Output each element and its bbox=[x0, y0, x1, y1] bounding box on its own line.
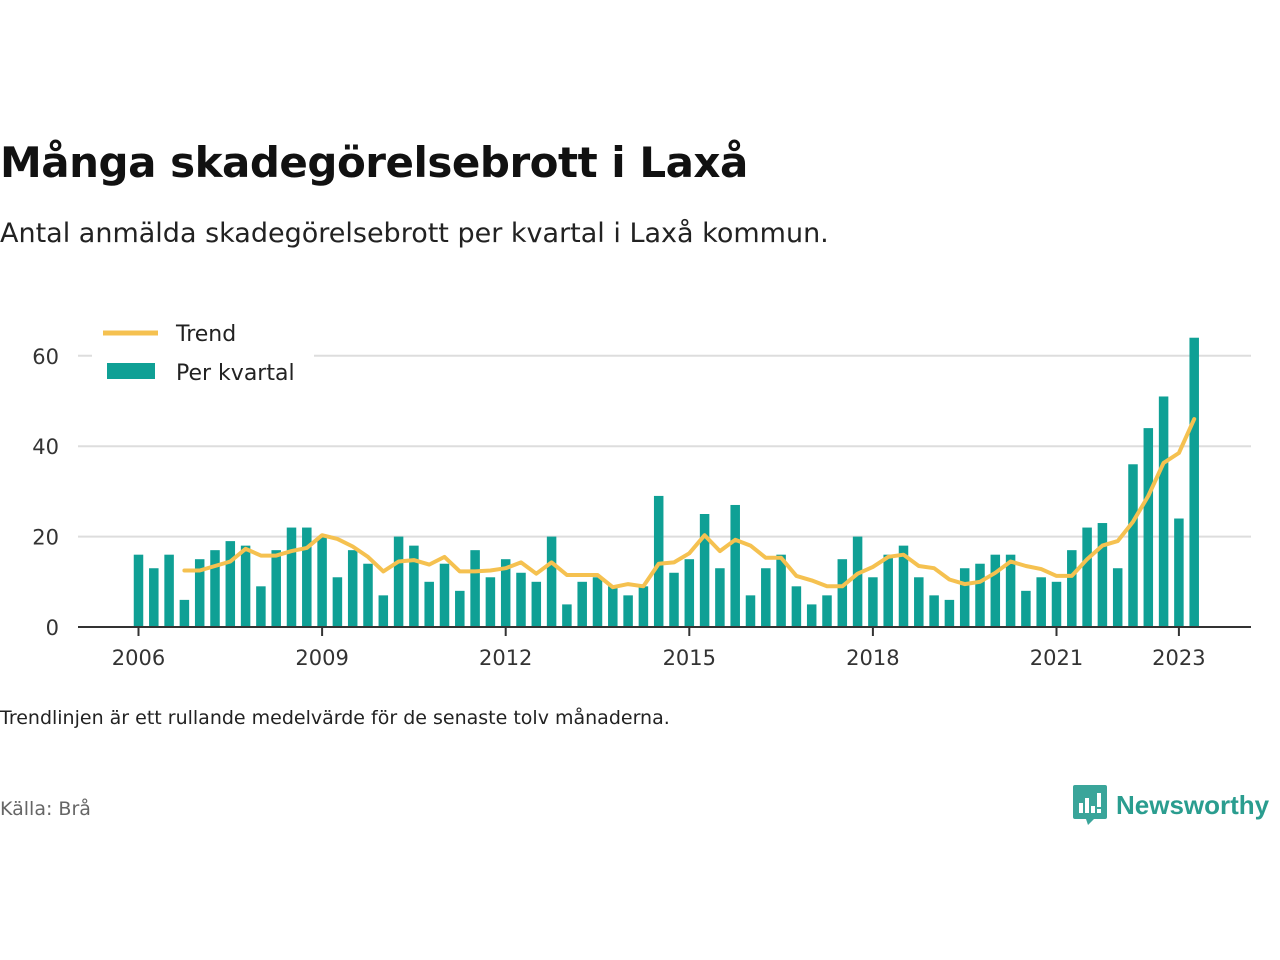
bar bbox=[1036, 577, 1046, 627]
bar bbox=[500, 559, 511, 627]
brand-name: Newsworthy bbox=[1116, 789, 1270, 820]
bar bbox=[347, 550, 358, 627]
y-axis-ticks: 0 20 40 60 bbox=[32, 345, 59, 640]
y-tick-label: 60 bbox=[32, 345, 59, 369]
chart-title: Många skadegörelsebrott i Laxå bbox=[0, 138, 748, 187]
bar bbox=[531, 581, 542, 627]
bar bbox=[883, 554, 893, 627]
bar bbox=[959, 568, 970, 627]
legend-label-trend: Trend bbox=[175, 322, 236, 347]
bar bbox=[546, 536, 557, 627]
bar bbox=[699, 514, 710, 627]
bar bbox=[791, 586, 802, 627]
trend-line bbox=[182, 417, 1197, 590]
bar bbox=[1021, 590, 1031, 627]
bar bbox=[990, 554, 1001, 627]
bar bbox=[852, 536, 863, 627]
bar bbox=[363, 563, 373, 627]
bar bbox=[1174, 518, 1184, 627]
bar bbox=[470, 550, 480, 627]
bar bbox=[256, 586, 266, 627]
bar bbox=[975, 563, 985, 627]
bar bbox=[1097, 523, 1108, 627]
chart-subtitle: Antal anmälda skadegörelsebrott per kvar… bbox=[0, 218, 829, 249]
bar bbox=[1067, 550, 1077, 627]
x-tick-label: 2018 bbox=[846, 646, 899, 670]
legend-swatch-per-kvartal bbox=[107, 363, 155, 379]
y-tick-label: 20 bbox=[32, 526, 59, 550]
bar bbox=[837, 559, 848, 627]
x-tick-label: 2009 bbox=[295, 646, 348, 670]
x-axis-ticks: 2006 2009 2012 2015 2018 2021 2023 bbox=[112, 627, 1206, 670]
bar bbox=[409, 545, 419, 627]
source-label: Källa: Brå bbox=[0, 798, 91, 820]
x-tick-label: 2023 bbox=[1152, 646, 1205, 670]
bar bbox=[562, 604, 572, 627]
bar-line-chart: 0 20 40 60 2006 2009 2012 2015 2018 2021 2023 Tre… bbox=[32, 318, 1251, 670]
newsworthy-logo-icon bbox=[1073, 785, 1107, 825]
x-tick-label: 2021 bbox=[1030, 646, 1083, 670]
bar bbox=[898, 545, 909, 627]
bar bbox=[577, 581, 587, 627]
bar bbox=[730, 504, 740, 627]
bar bbox=[638, 586, 649, 627]
bar bbox=[332, 577, 343, 627]
bar bbox=[653, 495, 664, 627]
bar bbox=[133, 554, 144, 627]
y-tick-label: 0 bbox=[46, 616, 59, 640]
bar bbox=[1005, 554, 1016, 627]
bar bbox=[745, 595, 756, 627]
y-tick-label: 40 bbox=[32, 435, 59, 459]
bar bbox=[761, 568, 771, 627]
bar bbox=[164, 554, 174, 627]
bar bbox=[485, 577, 496, 627]
bar bbox=[225, 541, 236, 627]
bar bbox=[1128, 464, 1138, 627]
legend: Trend Per kvartal bbox=[92, 318, 314, 392]
bar bbox=[317, 536, 327, 627]
bar bbox=[439, 563, 450, 627]
bar bbox=[302, 527, 312, 627]
bar bbox=[1158, 396, 1169, 627]
bar bbox=[271, 550, 281, 627]
bar bbox=[240, 545, 251, 627]
bar bbox=[914, 577, 924, 627]
bar bbox=[194, 559, 205, 627]
bar bbox=[378, 595, 389, 627]
bars-per-kvartal bbox=[133, 337, 1199, 627]
legend-background bbox=[92, 318, 314, 392]
bar bbox=[592, 577, 603, 627]
x-tick-label: 2012 bbox=[479, 646, 532, 670]
bar bbox=[149, 568, 159, 627]
bar bbox=[776, 554, 786, 627]
bar bbox=[822, 595, 832, 627]
bar bbox=[806, 604, 817, 627]
x-tick-label: 2015 bbox=[663, 646, 716, 670]
bar bbox=[684, 559, 695, 627]
brand-logo[interactable]: Newsworthy bbox=[1072, 784, 1269, 826]
bar bbox=[623, 595, 633, 627]
bar bbox=[929, 595, 939, 627]
bar bbox=[669, 572, 679, 627]
legend-label-per-kvartal: Per kvartal bbox=[176, 361, 295, 386]
bar bbox=[455, 590, 465, 627]
chart-note: Trendlinjen är ett rullande medelvärde f… bbox=[0, 707, 670, 729]
bar bbox=[393, 536, 404, 627]
bar bbox=[210, 550, 220, 627]
bar bbox=[944, 599, 955, 627]
bar bbox=[1143, 428, 1154, 627]
bar bbox=[868, 577, 878, 627]
bar bbox=[1112, 568, 1123, 627]
bar bbox=[1082, 527, 1092, 627]
bar bbox=[1051, 581, 1062, 627]
bar bbox=[179, 599, 190, 627]
bar bbox=[424, 581, 434, 627]
bar bbox=[715, 568, 725, 627]
bar bbox=[286, 527, 297, 627]
bar bbox=[516, 572, 526, 627]
x-tick-label: 2006 bbox=[112, 646, 165, 670]
bar bbox=[608, 586, 618, 627]
bar bbox=[1189, 337, 1199, 627]
